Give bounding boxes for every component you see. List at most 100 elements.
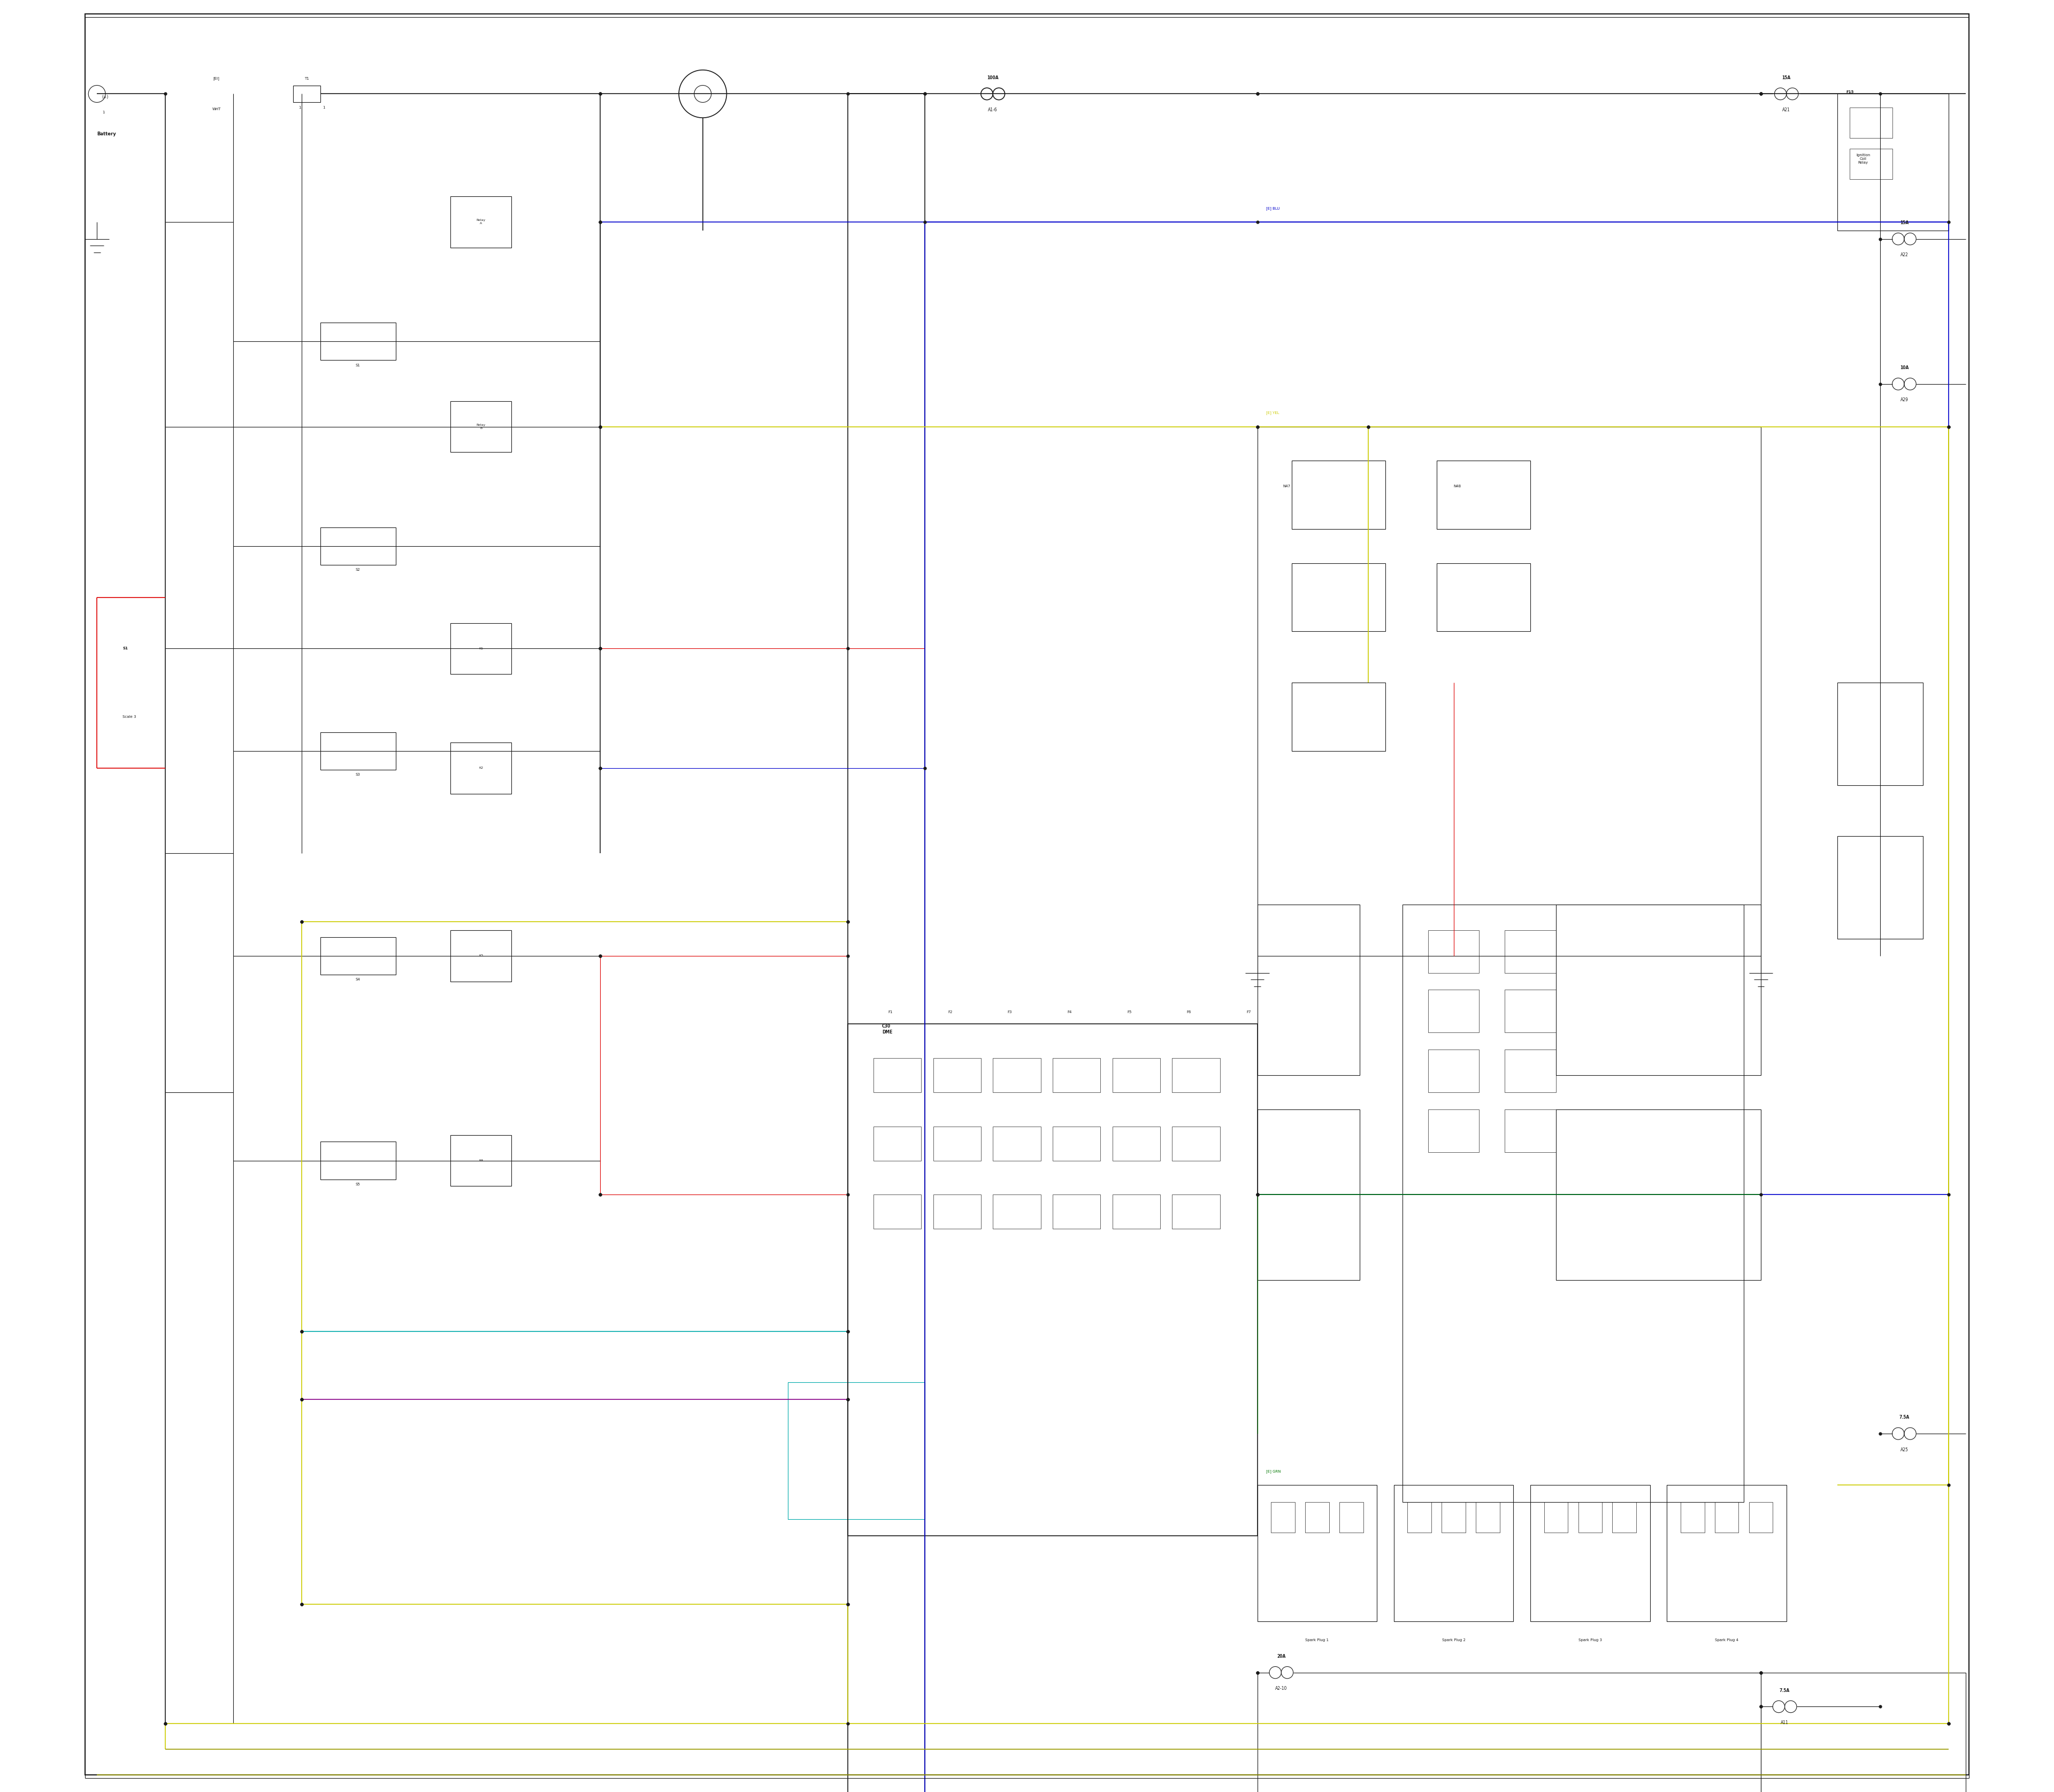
Text: 100A: 100A bbox=[988, 75, 998, 81]
Text: F2: F2 bbox=[949, 1011, 953, 1014]
Text: S2: S2 bbox=[355, 568, 359, 572]
Bar bbox=[1506, 1109, 1557, 1152]
Bar bbox=[1530, 1486, 1649, 1622]
Text: [E] BLU: [E] BLU bbox=[1265, 206, 1280, 210]
Bar bbox=[1339, 1502, 1364, 1532]
Text: C30
DME: C30 DME bbox=[881, 1023, 891, 1034]
Text: S3: S3 bbox=[355, 772, 359, 776]
Text: A21: A21 bbox=[1783, 108, 1791, 113]
Text: K1: K1 bbox=[479, 647, 483, 650]
Text: F1: F1 bbox=[887, 1011, 893, 1014]
Bar bbox=[873, 1195, 920, 1229]
Text: A11: A11 bbox=[1781, 1720, 1789, 1726]
Text: F15: F15 bbox=[1847, 91, 1855, 93]
Bar bbox=[1436, 461, 1530, 529]
Text: 15A: 15A bbox=[1783, 75, 1791, 81]
Text: F6: F6 bbox=[1187, 1011, 1191, 1014]
Text: Spark Plug 4: Spark Plug 4 bbox=[1715, 1638, 1738, 1641]
Text: Relay
A: Relay A bbox=[477, 219, 485, 224]
Text: 7.5A: 7.5A bbox=[1779, 1688, 1789, 1693]
Text: 10A: 10A bbox=[1900, 366, 1908, 371]
Bar bbox=[1113, 1127, 1161, 1161]
Text: N47: N47 bbox=[1282, 486, 1290, 487]
Bar bbox=[1271, 1502, 1294, 1532]
Bar bbox=[450, 624, 511, 674]
Bar bbox=[1395, 1486, 1514, 1622]
Bar bbox=[1407, 1502, 1432, 1532]
Bar bbox=[320, 1142, 396, 1179]
Text: S1: S1 bbox=[355, 364, 359, 367]
Bar bbox=[1715, 1502, 1738, 1532]
Bar bbox=[1577, 1502, 1602, 1532]
Bar bbox=[1113, 1195, 1161, 1229]
Text: F5: F5 bbox=[1128, 1011, 1132, 1014]
Text: S5: S5 bbox=[355, 1183, 359, 1186]
Bar bbox=[1838, 683, 1923, 785]
Text: S4: S4 bbox=[355, 978, 359, 982]
Text: Relay
B: Relay B bbox=[477, 423, 485, 430]
Text: F4: F4 bbox=[1068, 1011, 1072, 1014]
Bar bbox=[1173, 1127, 1220, 1161]
Bar bbox=[320, 733, 396, 771]
Text: Ignition
Coil
Relay: Ignition Coil Relay bbox=[1857, 154, 1871, 165]
Text: WHT: WHT bbox=[212, 108, 220, 111]
Text: 1: 1 bbox=[298, 106, 302, 109]
Bar bbox=[1668, 1486, 1787, 1622]
Text: 15A: 15A bbox=[1900, 220, 1908, 226]
Bar bbox=[1506, 989, 1557, 1032]
Bar bbox=[1052, 1057, 1101, 1093]
Bar bbox=[1257, 426, 1760, 955]
Text: [E] YEL: [E] YEL bbox=[1265, 410, 1280, 414]
Bar bbox=[848, 1023, 1257, 1536]
Bar bbox=[1838, 93, 1949, 231]
Text: 1: 1 bbox=[103, 111, 105, 115]
Bar bbox=[1403, 905, 1744, 1502]
Bar bbox=[1436, 563, 1530, 631]
Bar bbox=[873, 1057, 920, 1093]
Bar bbox=[1052, 1195, 1101, 1229]
Text: A25: A25 bbox=[1900, 1448, 1908, 1452]
Text: A2-10: A2-10 bbox=[1276, 1686, 1288, 1692]
Bar bbox=[450, 1134, 511, 1186]
Bar bbox=[1173, 1195, 1220, 1229]
Bar bbox=[1680, 1502, 1705, 1532]
Bar bbox=[1292, 563, 1384, 631]
Text: S1: S1 bbox=[123, 647, 127, 650]
Bar bbox=[1292, 461, 1384, 529]
Bar bbox=[873, 1127, 920, 1161]
Bar bbox=[992, 1057, 1041, 1093]
Text: K3: K3 bbox=[479, 955, 483, 957]
Bar bbox=[320, 323, 396, 360]
Text: A29: A29 bbox=[1900, 398, 1908, 403]
Bar bbox=[1506, 930, 1557, 973]
Bar bbox=[933, 1127, 982, 1161]
Text: Spark Plug 2: Spark Plug 2 bbox=[1442, 1638, 1465, 1641]
Bar bbox=[1849, 108, 1892, 138]
Bar bbox=[450, 401, 511, 452]
Bar bbox=[992, 1127, 1041, 1161]
Bar bbox=[1557, 905, 1760, 1075]
Text: K2: K2 bbox=[479, 767, 483, 769]
Bar bbox=[1257, 1109, 1360, 1279]
Bar bbox=[1849, 149, 1892, 179]
Bar bbox=[933, 1195, 982, 1229]
Text: Spark Plug 3: Spark Plug 3 bbox=[1577, 1638, 1602, 1641]
Bar bbox=[1257, 1486, 1376, 1622]
Bar bbox=[1428, 989, 1479, 1032]
Text: A1-6: A1-6 bbox=[988, 108, 998, 113]
Text: 1: 1 bbox=[322, 106, 325, 109]
Text: A22: A22 bbox=[1900, 253, 1908, 258]
Bar bbox=[933, 1057, 982, 1093]
Bar bbox=[294, 86, 320, 102]
Bar bbox=[1257, 905, 1360, 1075]
Text: Battery: Battery bbox=[97, 131, 115, 136]
Text: F3: F3 bbox=[1009, 1011, 1013, 1014]
Bar bbox=[1760, 1672, 1966, 1792]
Text: F7: F7 bbox=[1247, 1011, 1251, 1014]
Bar bbox=[1748, 1502, 1773, 1532]
Bar bbox=[320, 527, 396, 564]
Text: Spark Plug 1: Spark Plug 1 bbox=[1306, 1638, 1329, 1641]
Text: K4: K4 bbox=[479, 1159, 483, 1161]
Text: T1: T1 bbox=[304, 77, 310, 81]
Bar bbox=[450, 930, 511, 982]
